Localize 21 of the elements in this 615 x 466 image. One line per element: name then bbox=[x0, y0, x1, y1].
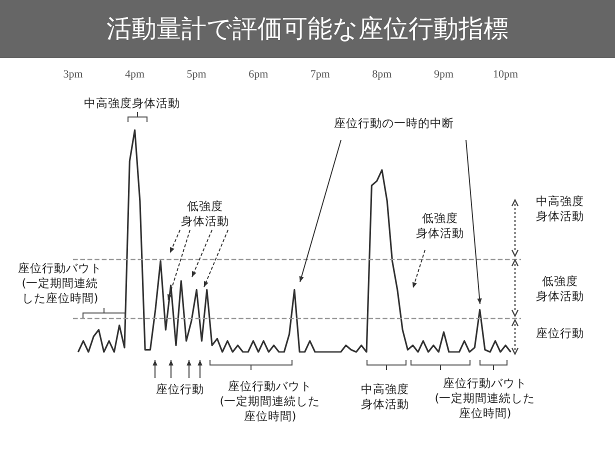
chart-title: 活動量計で評価可能な座位行動指標 bbox=[0, 0, 615, 58]
text: 座位行動バウト(一定期間連続した座位時間) bbox=[434, 376, 536, 420]
x-tick-label: 8pm bbox=[372, 68, 392, 80]
annotation: 座位行動の一時的中断 bbox=[334, 116, 454, 130]
x-tick-label: 6pm bbox=[248, 68, 269, 80]
text: 中高強度身体活動 bbox=[536, 194, 584, 223]
x-tick-label: 7pm bbox=[310, 68, 330, 80]
annotation: 低強度身体活動 bbox=[181, 199, 229, 228]
text: 座位行動バウト(一定期間連続した座位時間) bbox=[220, 379, 320, 423]
x-tick-label: 4pm bbox=[125, 68, 146, 80]
text: 中高強度身体活動 bbox=[361, 382, 409, 411]
text: 座位行動 bbox=[536, 326, 584, 340]
text: 座位行動 bbox=[156, 382, 204, 396]
x-tick-label: 9pm bbox=[434, 68, 454, 80]
x-tick-label: 5pm bbox=[186, 68, 207, 80]
text: 中高強度身体活動 bbox=[84, 96, 180, 110]
x-tick-label: 10pm bbox=[493, 68, 519, 80]
x-tick-label: 3pm bbox=[63, 68, 84, 80]
annotation: 座位行動バウト(一定期間連続した座位時間) bbox=[18, 261, 102, 305]
annotation: 低強度身体活動 bbox=[416, 211, 464, 240]
text: 低強度身体活動 bbox=[536, 274, 584, 303]
